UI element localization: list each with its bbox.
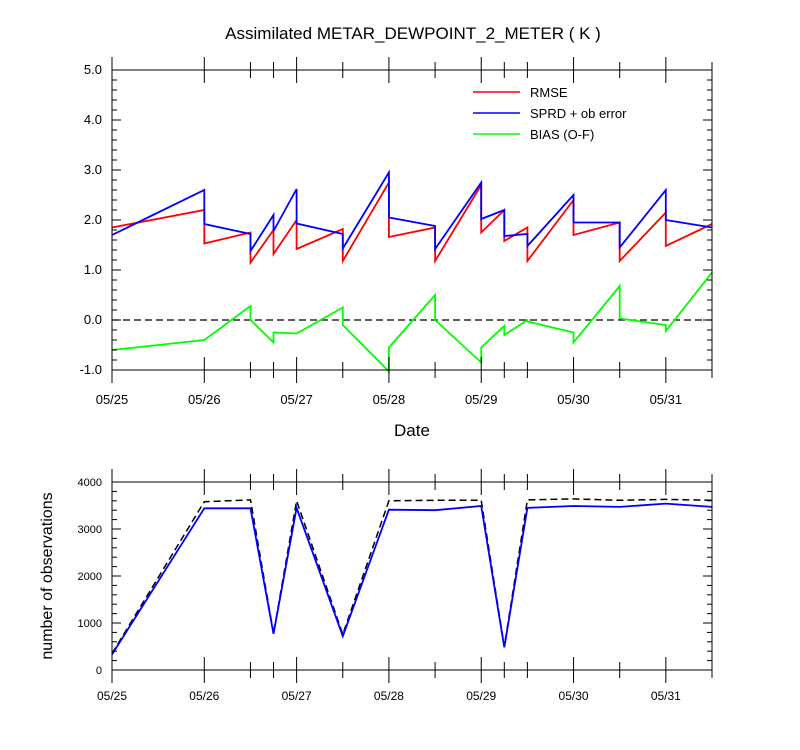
y-tick-label: 4.0 — [84, 112, 102, 127]
y-tick-label: 3.0 — [84, 162, 102, 177]
y-tick-label: 3000 — [78, 524, 102, 536]
x-tick-label: 05/28 — [373, 392, 406, 407]
series-line-assimilated — [111, 502, 713, 655]
y-tick-label: 2.0 — [84, 212, 102, 227]
legend-label-sprd: SPRD + ob error — [530, 106, 627, 121]
series-line-possible — [111, 497, 713, 654]
x-tick-label: 05/30 — [557, 392, 590, 407]
top-series-group — [111, 169, 713, 374]
top-tick-marks — [111, 57, 713, 383]
bottom-x-tick-labels: 05/25 05/26 05/27 05/28 05/29 05/30 05/3… — [97, 689, 681, 703]
top-plot-area: -1.0 0.0 1.0 2.0 3.0 4.0 5.0 05/25 05/26 05/27… — [80, 57, 713, 407]
x-tick-label: 05/29 — [465, 392, 498, 407]
y-tick-label: 1.0 — [84, 262, 102, 277]
x-tick-label: 05/27 — [280, 392, 313, 407]
bottom-plot-area: 0 1000 2000 3000 4000 05/25 05/26 05/27 05/2… — [78, 469, 713, 703]
y-tick-label: 2000 — [78, 571, 102, 583]
top-y-tick-labels: -1.0 0.0 1.0 2.0 3.0 4.0 5.0 — [80, 62, 102, 377]
x-tick-label: 05/26 — [188, 392, 221, 407]
y-axis-label: number of observations — [39, 492, 56, 659]
x-tick-label: 05/27 — [282, 689, 312, 703]
y-tick-label: 4000 — [78, 477, 102, 489]
x-tick-label: 05/31 — [651, 689, 681, 703]
chart-title: Assimilated METAR_DEWPOINT_2_METER ( K ) — [225, 24, 601, 43]
y-tick-label: 0.0 — [84, 312, 102, 327]
bottom-y-tick-labels: 0 1000 2000 3000 4000 — [78, 477, 102, 677]
x-tick-label: 05/25 — [96, 392, 129, 407]
x-axis-label: Date — [394, 421, 430, 440]
legend-label-bias: BIAS (O-F) — [530, 127, 594, 142]
top-x-tick-labels: 05/25 05/26 05/27 05/28 05/29 05/30 05/3… — [96, 392, 682, 407]
x-tick-label: 05/30 — [559, 689, 589, 703]
bottom-tick-marks — [111, 469, 713, 683]
series-line-bias-o-f — [111, 271, 713, 374]
x-tick-label: 05/31 — [650, 392, 683, 407]
y-tick-label: 5.0 — [84, 62, 102, 77]
legend-label-rmse: RMSE — [530, 85, 568, 100]
x-tick-label: 05/28 — [374, 689, 404, 703]
series-line-sprd-ob-error — [111, 169, 713, 255]
y-tick-label: 0 — [96, 665, 102, 677]
y-tick-label: -1.0 — [80, 362, 102, 377]
y-tick-label: 1000 — [78, 618, 102, 630]
x-tick-label: 05/26 — [189, 689, 219, 703]
legend: RMSE SPRD + ob error BIAS (O-F) — [473, 85, 627, 142]
x-tick-label: 05/29 — [466, 689, 496, 703]
x-tick-label: 05/25 — [97, 689, 127, 703]
bottom-series-group — [111, 497, 713, 655]
